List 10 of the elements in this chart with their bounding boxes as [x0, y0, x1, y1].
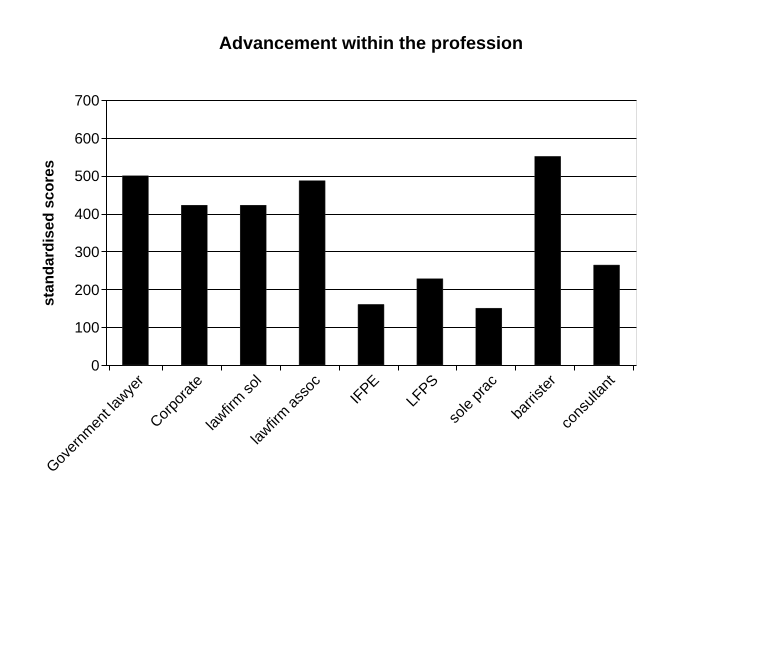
chart-title: Advancement within the profession: [218, 33, 524, 53]
y-tick-label: 0: [91, 358, 100, 374]
y-tick-label: 700: [74, 92, 100, 110]
y-tick-label: 400: [74, 206, 100, 224]
y-tick-label: 300: [74, 244, 100, 261]
y-tick-label: 100: [74, 320, 100, 337]
y-axis-title: standardised scores: [40, 160, 58, 306]
y-tick-label: 500: [74, 168, 100, 186]
y-tick-label: 200: [74, 282, 100, 299]
y-tick-label: 600: [74, 130, 100, 148]
